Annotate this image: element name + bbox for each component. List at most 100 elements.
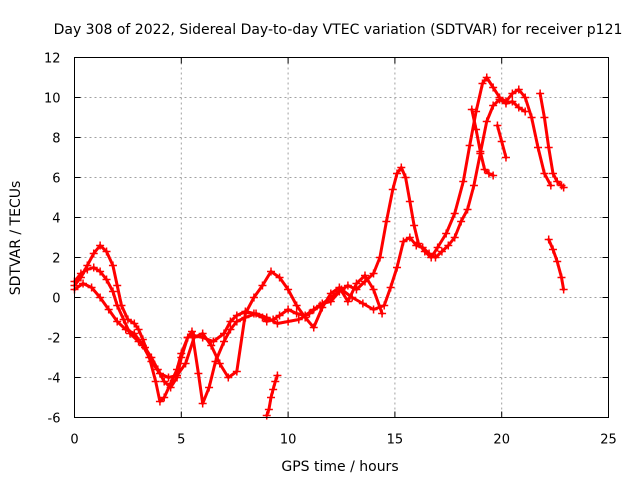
data-point-marker [369,285,378,294]
data-point-marker [463,205,472,214]
data-point-marker [548,169,557,178]
data-point-marker [521,107,530,116]
data-point-marker [166,383,175,392]
y-tick-label: 4 [52,212,60,227]
data-point-marker [480,165,489,174]
data-point-marker [386,283,395,292]
x-tick-label: 0 [70,433,78,448]
data-point-marker [187,327,196,336]
data-point-marker [96,293,105,302]
data-point-marker [393,263,402,272]
data-point-marker [198,329,207,338]
data-point-marker [119,315,128,324]
data-point-marker [405,197,414,206]
data-point-marker [343,281,352,290]
y-tick-label: 10 [44,92,61,107]
data-point-marker [534,143,543,152]
data-point-marker [544,143,553,152]
y-tick-label: 12 [44,52,61,67]
data-point-marker [536,89,545,98]
data-point-marker [249,293,258,302]
data-point-marker [380,301,389,310]
data-point-marker [108,261,117,270]
data-point-marker [252,309,261,318]
data-point-marker [173,371,182,380]
series-track-d [536,89,568,192]
data-point-marker [262,411,271,420]
data-point-marker [405,233,414,242]
data-point-marker [495,95,504,104]
data-point-marker [220,337,229,346]
data-point-marker [147,357,156,366]
data-point-marker [450,209,459,218]
grid-lines [74,57,609,418]
data-point-marker [226,325,235,334]
data-point-marker [465,141,474,150]
data-point-marker [397,163,406,172]
data-point-marker [352,279,361,288]
data-point-marker [301,313,310,322]
x-tick-labels: 0 5 10 15 20 25 [70,433,616,448]
data-point-marker [540,113,549,122]
data-point-marker [273,371,282,380]
data-point-marker [190,333,199,342]
data-point-marker [482,117,491,126]
x-tick-label: 20 [493,433,510,448]
data-point-marker [102,247,111,256]
data-point-marker [401,173,410,182]
data-point-marker [89,263,98,272]
data-point-marker [559,285,568,294]
series-track-c [70,267,387,382]
data-point-marker [104,305,113,314]
data-point-marker [305,309,314,318]
data-point-marker [155,397,164,406]
data-point-marker [489,83,498,92]
data-point-marker [553,177,562,186]
data-point-marker [232,317,241,326]
y-tick-label: -4 [48,372,61,387]
data-point-marker [476,147,485,156]
data-point-marker [309,323,318,332]
plot-frame [74,57,609,418]
series-track-e [544,235,568,294]
data-point-marker [96,267,105,276]
data-point-marker [467,105,476,114]
data-point-marker [412,241,421,250]
data-point-marker [484,169,493,178]
y-tick-label: 0 [52,292,60,307]
x-tick-label: 10 [280,433,297,448]
tick-marks [74,57,609,418]
data-point-marker [489,171,498,180]
data-point-marker [294,315,303,324]
data-point-marker [548,245,557,254]
data-point-marker [284,305,293,314]
data-point-marker [375,253,384,262]
y-tick-label: 8 [52,132,60,147]
data-point-marker [425,249,434,258]
data-point-marker [271,377,280,386]
data-point-marker [284,317,293,326]
data-point-marker [508,89,517,98]
data-point-marker [113,317,122,326]
data-point-marker [335,283,344,292]
data-point-marker [292,301,301,310]
data-point-marker [472,125,481,134]
data-point-marker [89,249,98,258]
data-point-marker [130,319,139,328]
data-point-marker [501,153,510,162]
data-point-marker [433,243,442,252]
y-axis-label: SDTVAR / TECUs [8,181,24,296]
data-point-marker [198,399,207,408]
data-point-marker [273,319,282,328]
data-point-marker [181,359,190,368]
data-point-marker [369,305,378,314]
data-point-marker [164,373,173,382]
data-point-marker [138,341,147,350]
data-point-marker [540,169,549,178]
data-point-marker [553,257,562,266]
data-point-marker [382,217,391,226]
data-point-marker [224,373,233,382]
data-point-marker [497,137,506,146]
